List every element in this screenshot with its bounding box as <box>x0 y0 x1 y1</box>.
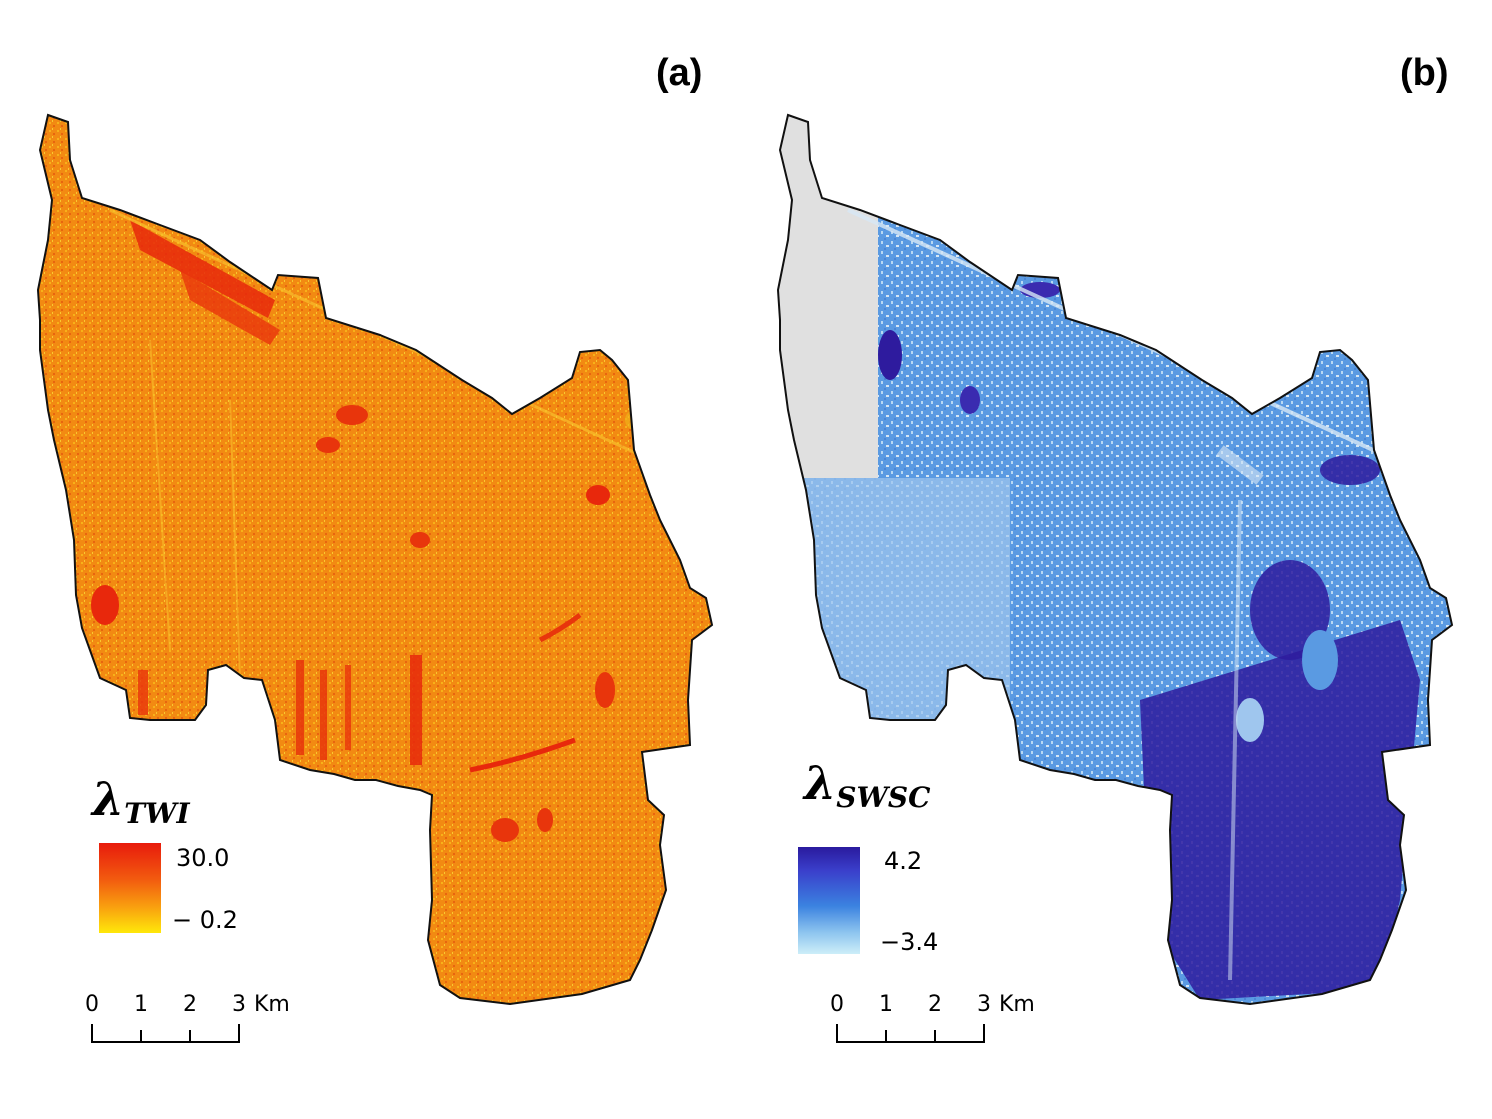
legend-title-twi: λTWI <box>92 776 190 828</box>
legend-min-value: −3.4 <box>880 928 939 956</box>
legend-title-swsc: λSWSC <box>804 760 930 812</box>
scalebar-tick-label: 0 <box>830 992 844 1017</box>
scalebar-unit: Km <box>254 992 290 1017</box>
color-ramp-twi <box>99 843 161 933</box>
scalebar-tick-label: 2 <box>183 992 197 1017</box>
scalebar-unit: Km <box>999 992 1035 1017</box>
legend-max-value: 4.2 <box>884 847 923 875</box>
panel-label-a: (a) <box>656 52 703 94</box>
legend-symbol: λ <box>92 772 125 826</box>
scalebar-tick-label: 1 <box>879 992 893 1017</box>
color-ramp-swsc <box>798 847 860 954</box>
scalebar-tick-label: 3 <box>232 992 246 1017</box>
legend-max-value: 30.0 <box>176 844 230 872</box>
scalebar-tick-label: 2 <box>928 992 942 1017</box>
scalebar-tick-label: 0 <box>85 992 99 1017</box>
scalebar-a <box>91 1024 240 1043</box>
scalebar-b <box>836 1024 985 1043</box>
map-b <box>777 114 1453 1005</box>
legend-subscript: SWSC <box>836 781 931 814</box>
scalebar-tick-label: 3 <box>977 992 991 1017</box>
panel-label-b: (b) <box>1400 52 1449 94</box>
scalebar-tick-label: 1 <box>134 992 148 1017</box>
legend-min-value: − 0.2 <box>172 906 238 934</box>
legend-symbol: λ <box>804 756 837 810</box>
legend-subscript: TWI <box>124 797 190 830</box>
